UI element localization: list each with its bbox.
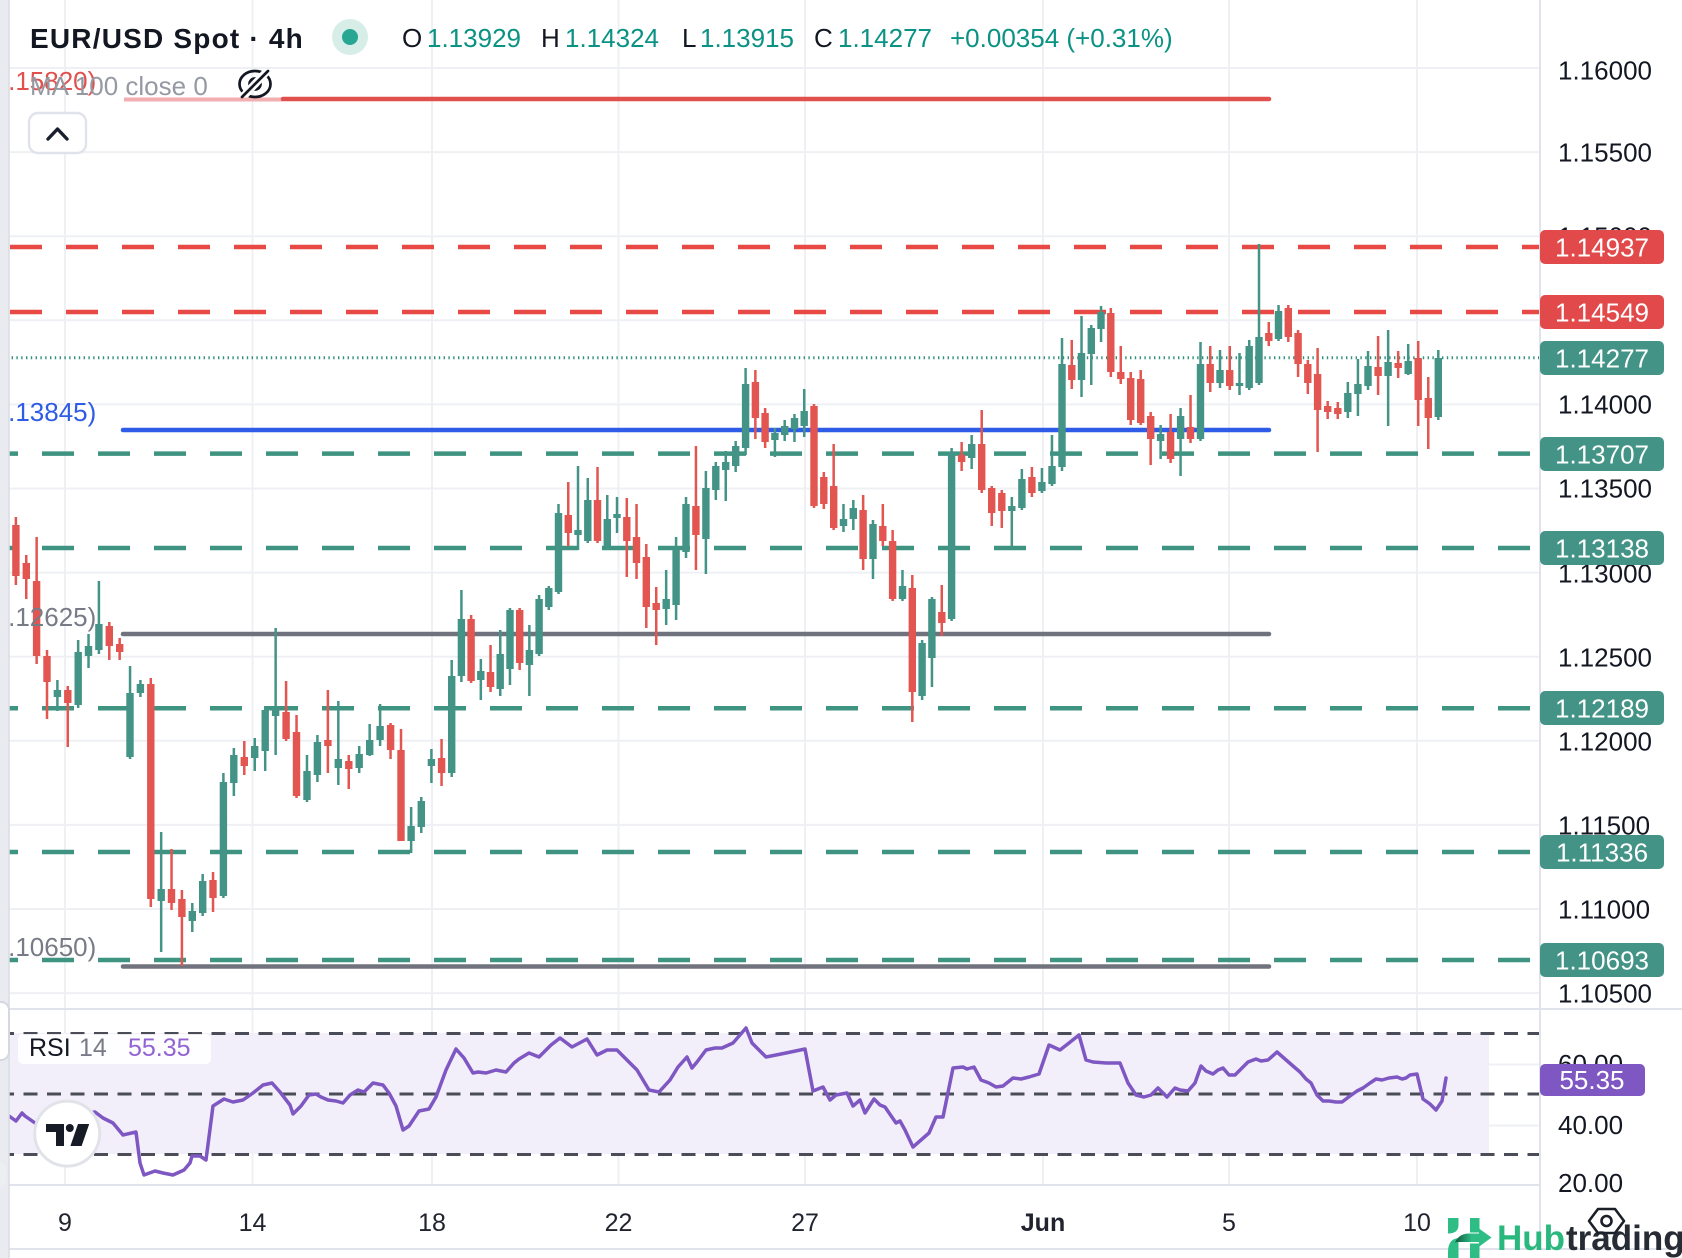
svg-text:9: 9 — [58, 1209, 72, 1237]
svg-text:1.14937: 1.14937 — [1555, 233, 1649, 263]
svg-text:H: H — [541, 23, 560, 53]
svg-text:1.12000: 1.12000 — [1558, 727, 1652, 757]
svg-text:1.14277: 1.14277 — [838, 23, 932, 53]
svg-text:1.14549: 1.14549 — [1555, 298, 1649, 328]
svg-text:55.35: 55.35 — [128, 1034, 191, 1062]
svg-text:1.14000: 1.14000 — [1558, 390, 1652, 420]
svg-text:Hub: Hub — [1497, 1219, 1565, 1258]
svg-text:1.11336: 1.11336 — [1556, 838, 1648, 868]
svg-text:O: O — [402, 23, 422, 53]
svg-text:1.13929: 1.13929 — [427, 23, 521, 53]
svg-text:1.16000: 1.16000 — [1558, 56, 1652, 86]
svg-text:1.13500: 1.13500 — [1558, 474, 1652, 504]
svg-text:EUR/USD Spot · 4h: EUR/USD Spot · 4h — [30, 23, 304, 54]
svg-text:1.14324: 1.14324 — [565, 23, 659, 53]
svg-text:55.35: 55.35 — [1559, 1065, 1624, 1095]
svg-text:18: 18 — [418, 1209, 446, 1237]
svg-text:27: 27 — [791, 1209, 819, 1237]
svg-text:Jun: Jun — [1021, 1209, 1065, 1237]
svg-text:RSI: RSI — [29, 1034, 71, 1062]
svg-text:L: L — [682, 23, 696, 53]
svg-text:(1.15820): (1.15820) — [0, 66, 96, 96]
svg-text:5: 5 — [1222, 1209, 1236, 1237]
svg-text:C: C — [814, 23, 833, 53]
svg-text:(1.13845): (1.13845) — [0, 397, 96, 427]
svg-text:14: 14 — [239, 1209, 267, 1237]
svg-text:+0.00354 (+0.31%): +0.00354 (+0.31%) — [950, 23, 1173, 53]
svg-text:10: 10 — [1403, 1209, 1431, 1237]
svg-text:40.00: 40.00 — [1558, 1110, 1623, 1140]
svg-text:22: 22 — [605, 1209, 633, 1237]
svg-text:20.00: 20.00 — [1558, 1168, 1623, 1198]
svg-text:1.12500: 1.12500 — [1558, 643, 1652, 673]
svg-text:1.10693: 1.10693 — [1555, 946, 1649, 976]
svg-text:14: 14 — [79, 1034, 107, 1062]
svg-text:1.13707: 1.13707 — [1555, 440, 1649, 470]
svg-text:MA 100 close 0: MA 100 close 0 — [30, 71, 208, 101]
svg-text:1.11000: 1.11000 — [1558, 895, 1650, 925]
svg-text:1.13915: 1.13915 — [700, 23, 794, 53]
svg-text:1.15500: 1.15500 — [1558, 138, 1652, 168]
svg-text:(1.12625): (1.12625) — [0, 602, 96, 632]
svg-text:1.10500: 1.10500 — [1558, 979, 1652, 1009]
svg-text:(1.10650): (1.10650) — [0, 932, 96, 962]
svg-text:1.13138: 1.13138 — [1555, 534, 1649, 564]
svg-text:1.14277: 1.14277 — [1555, 344, 1649, 374]
svg-text:1.12189: 1.12189 — [1555, 694, 1649, 724]
svg-text:trading: trading — [1566, 1219, 1682, 1258]
